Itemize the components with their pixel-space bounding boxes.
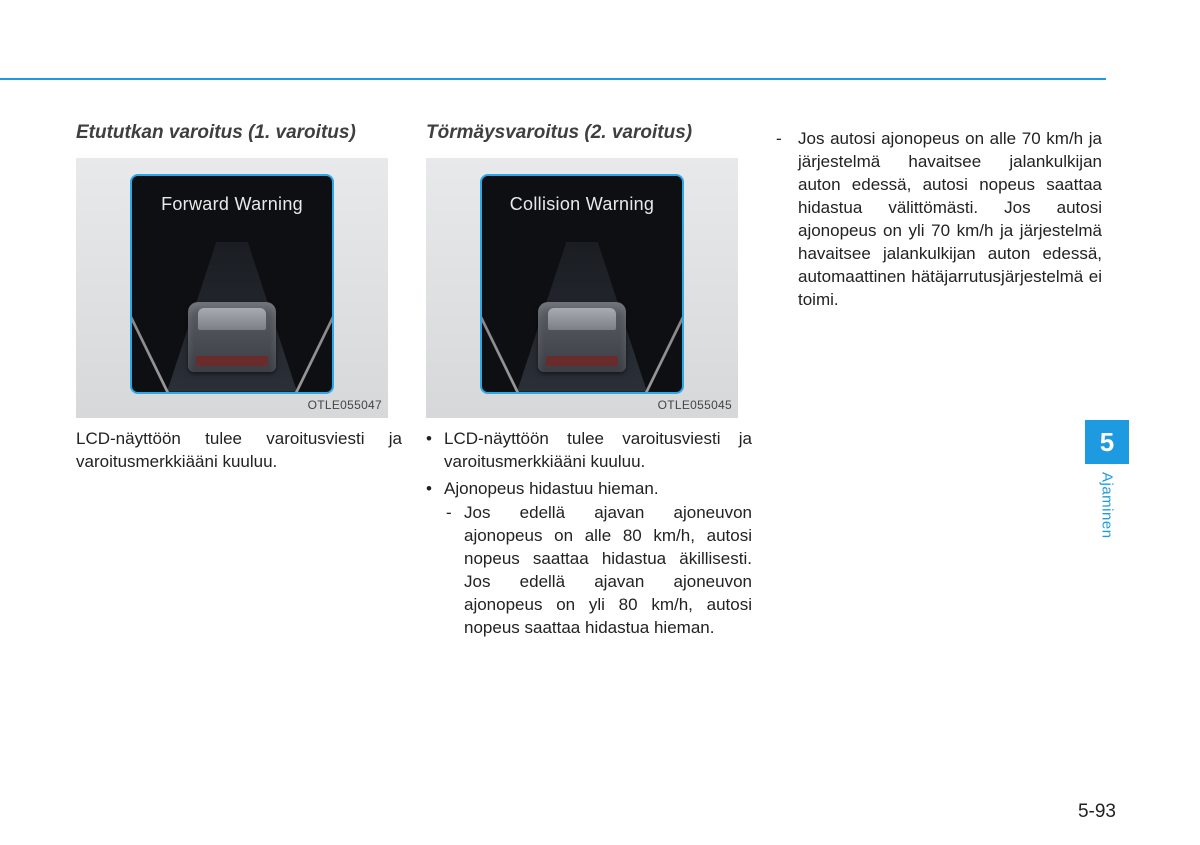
page-number: 5-93 bbox=[1078, 801, 1116, 823]
bullet-text: Ajonopeus hidastuu hieman. bbox=[444, 479, 659, 498]
content-area: Etututkan varoitus (1. varoitus) Forward… bbox=[76, 120, 1104, 644]
screen2-title: Collision Warning bbox=[482, 192, 682, 216]
list-item: LCD-näyttöön tulee varoitusviesti ja var… bbox=[426, 428, 752, 474]
column-3: Jos autosi ajonopeus on alle 70 km/h ja … bbox=[776, 120, 1102, 644]
list-item: Jos edellä ajavan ajoneuvon ajonopeus on… bbox=[444, 502, 752, 640]
road-graphic-1 bbox=[132, 242, 332, 392]
column-2: Törmäysvaroitus (2. varoitus) Collision … bbox=[426, 120, 752, 644]
car-icon bbox=[188, 302, 276, 372]
col2-heading: Törmäysvaroitus (2. varoitus) bbox=[426, 120, 752, 146]
chapter-tab: 5 Ajaminen bbox=[1082, 420, 1132, 544]
car-icon bbox=[538, 302, 626, 372]
lcd-screen-1: Forward Warning bbox=[130, 174, 334, 394]
list-item: Ajonopeus hidastuu hieman. Jos edellä aj… bbox=[426, 478, 752, 641]
figure1-code: OTLE055047 bbox=[308, 397, 382, 413]
figure2-code: OTLE055045 bbox=[658, 397, 732, 413]
lcd-screen-2: Collision Warning bbox=[480, 174, 684, 394]
top-divider bbox=[0, 78, 1106, 80]
chapter-number: 5 bbox=[1085, 420, 1129, 464]
screen1-title: Forward Warning bbox=[132, 192, 332, 216]
column-1: Etututkan varoitus (1. varoitus) Forward… bbox=[76, 120, 402, 644]
col1-figure: Forward Warning OTLE055047 bbox=[76, 158, 388, 418]
col2-bullet-list: LCD-näyttöön tulee varoitusviesti ja var… bbox=[426, 428, 752, 640]
list-item: Jos autosi ajonopeus on alle 70 km/h ja … bbox=[776, 128, 1102, 312]
chapter-label: Ajaminen bbox=[1099, 472, 1116, 539]
col2-figure: Collision Warning OTLE055045 bbox=[426, 158, 738, 418]
road-graphic-2 bbox=[482, 242, 682, 392]
col2-dash-list: Jos edellä ajavan ajoneuvon ajonopeus on… bbox=[444, 502, 752, 640]
col1-paragraph: LCD-näyttöön tulee varoitusviesti ja var… bbox=[76, 428, 402, 474]
col1-heading: Etututkan varoitus (1. varoitus) bbox=[76, 120, 402, 146]
col3-dash-list: Jos autosi ajonopeus on alle 70 km/h ja … bbox=[776, 128, 1102, 312]
